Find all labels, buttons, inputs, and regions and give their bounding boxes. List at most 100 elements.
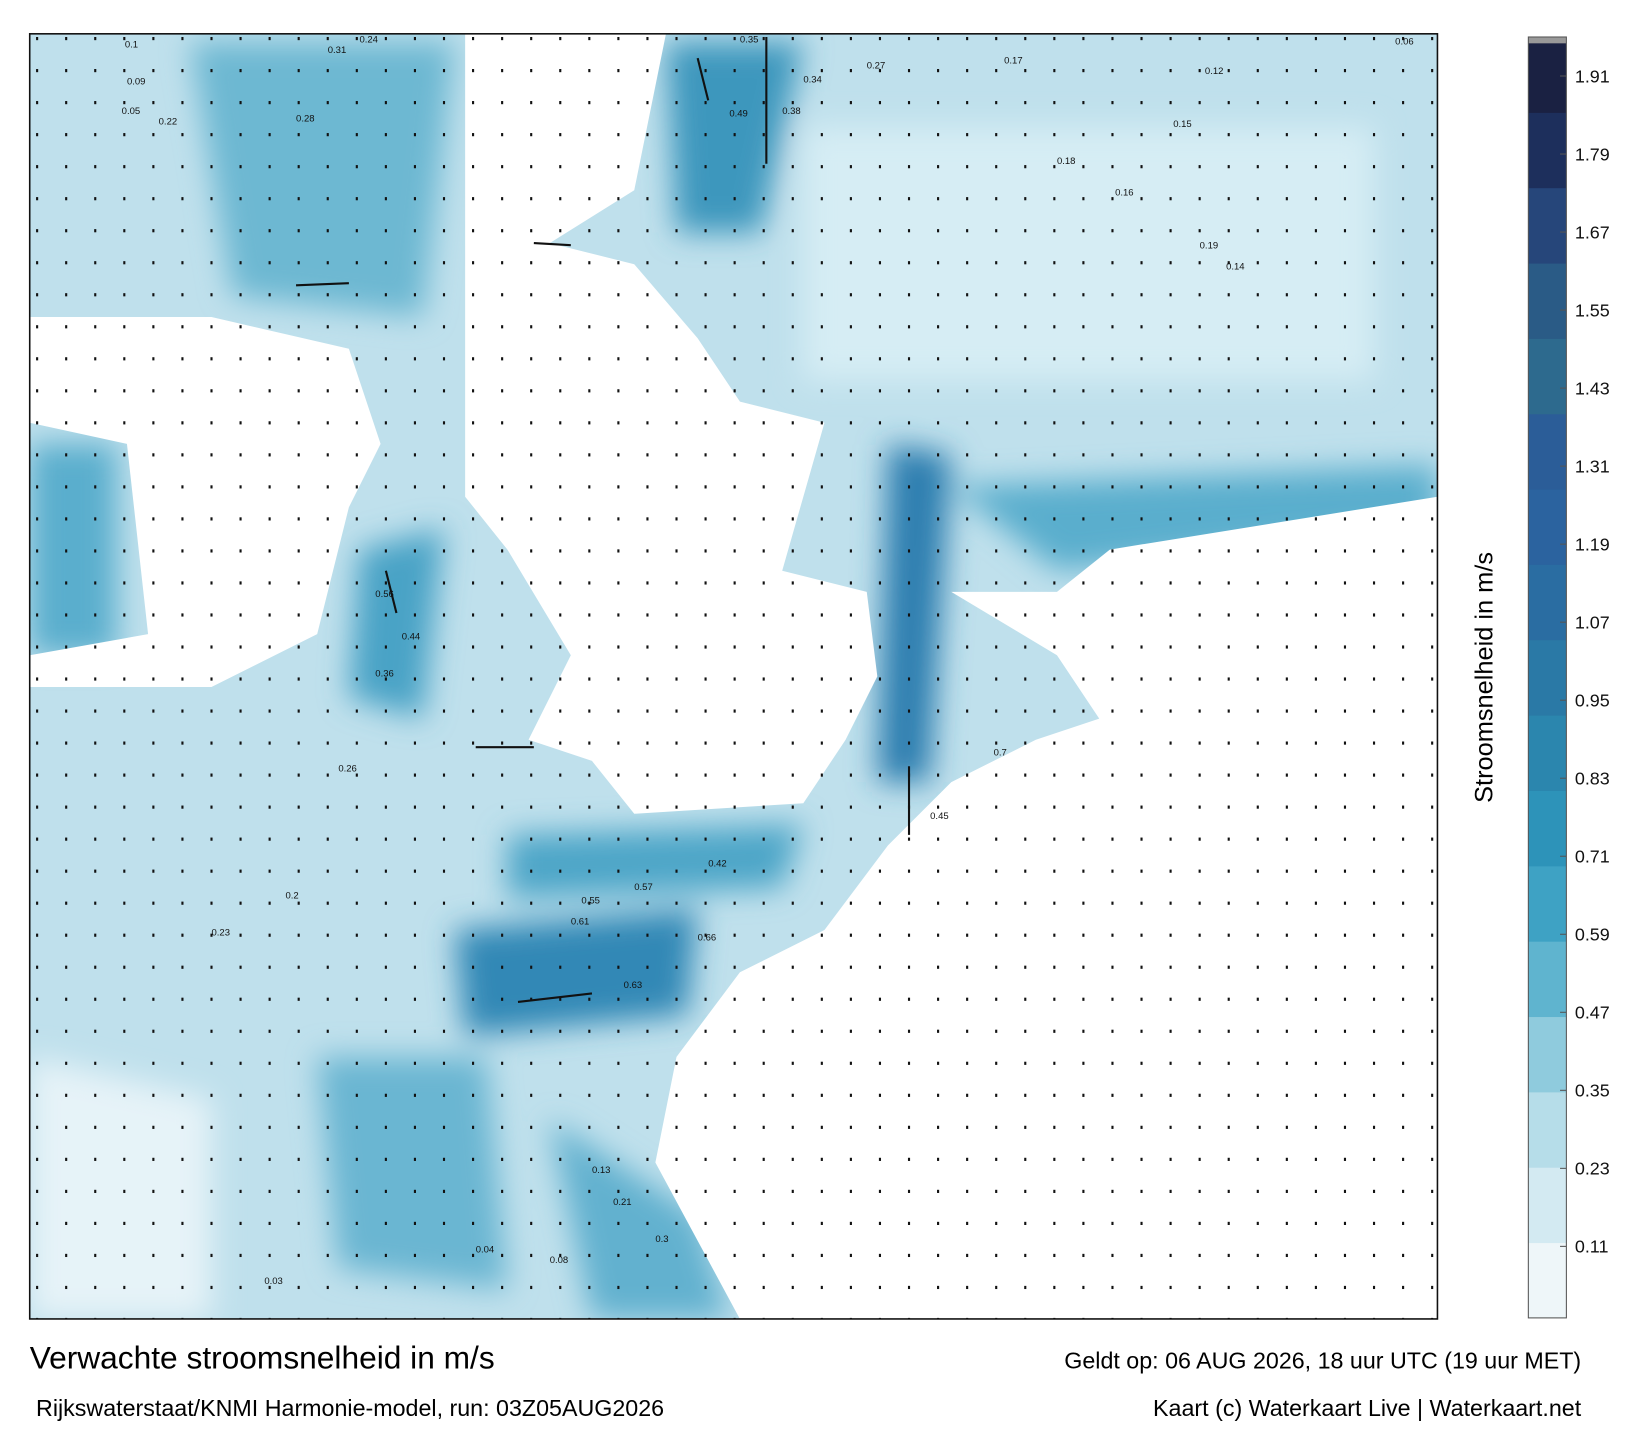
vector-dot bbox=[123, 741, 126, 745]
vector-dot bbox=[181, 453, 184, 457]
vector-dot bbox=[704, 453, 707, 457]
vector-dot bbox=[1053, 293, 1056, 297]
vector-dot bbox=[704, 421, 707, 425]
vector-dot bbox=[123, 197, 126, 201]
vector-dot bbox=[1372, 229, 1376, 233]
vector-dot bbox=[413, 1061, 416, 1065]
vector-dot bbox=[297, 1221, 300, 1225]
vector-dot bbox=[588, 1253, 591, 1258]
vector-dot bbox=[1024, 325, 1027, 329]
vector-dot bbox=[1256, 869, 1259, 873]
vector-dot bbox=[530, 517, 533, 521]
vector-dot bbox=[966, 293, 969, 297]
colorbar-band bbox=[1528, 564, 1567, 641]
vector-dot bbox=[1111, 101, 1114, 105]
vector-dot bbox=[1140, 837, 1143, 841]
vector-dot bbox=[1082, 709, 1085, 713]
vector-dot bbox=[878, 1029, 882, 1033]
vector-dot bbox=[820, 869, 823, 873]
vector-dot bbox=[210, 69, 213, 73]
vector-dot bbox=[791, 36, 794, 41]
title: Verwachte stroomsnelheid in m/s bbox=[30, 1340, 495, 1376]
vector-dot bbox=[704, 1061, 707, 1065]
vector-dot bbox=[1053, 901, 1056, 905]
vector-dot bbox=[94, 933, 97, 937]
vector-dot bbox=[820, 901, 823, 905]
vector-dot bbox=[907, 229, 911, 233]
vector-dot bbox=[65, 517, 68, 521]
vector-dot bbox=[326, 453, 329, 457]
speed-label: 0.66 bbox=[698, 933, 717, 944]
vector-dot bbox=[355, 101, 358, 105]
vector-dot bbox=[1140, 1029, 1143, 1033]
vector-dot bbox=[791, 133, 794, 137]
vector-dot bbox=[1111, 389, 1114, 393]
vector-dot bbox=[442, 613, 446, 617]
vector-dot bbox=[413, 709, 416, 713]
vector-dot bbox=[472, 613, 475, 617]
vector-dot bbox=[326, 965, 329, 969]
vector-dot bbox=[791, 1061, 794, 1065]
vector-dot bbox=[937, 901, 940, 905]
vector-dot bbox=[326, 1093, 329, 1097]
vector-dot bbox=[1111, 677, 1114, 681]
vector-dot bbox=[588, 101, 591, 105]
vector-dot bbox=[1227, 1125, 1230, 1129]
vector-dot bbox=[181, 1093, 184, 1097]
colorbar-tick-label: 1.79 bbox=[1575, 144, 1610, 164]
vector-dot bbox=[326, 901, 329, 905]
vector-dot bbox=[646, 1285, 649, 1290]
vector-dot bbox=[995, 581, 998, 585]
speed-label: 0.55 bbox=[581, 896, 600, 907]
vector-dot bbox=[1024, 1029, 1027, 1033]
vector-dot bbox=[181, 1029, 184, 1033]
vector-dot bbox=[413, 1125, 416, 1129]
vector-dot bbox=[762, 517, 765, 521]
vector-dot bbox=[152, 1253, 155, 1258]
vector-dot bbox=[559, 1093, 562, 1097]
vector-dot bbox=[995, 741, 998, 745]
vector-dot bbox=[1053, 69, 1056, 73]
vector-dot bbox=[1024, 293, 1027, 297]
vector-dot bbox=[123, 453, 126, 457]
vector-dot bbox=[472, 1253, 475, 1258]
vector-dot bbox=[937, 389, 940, 393]
vector-dot bbox=[1227, 197, 1230, 201]
vector-dot bbox=[1169, 229, 1172, 233]
vector-dot bbox=[1431, 485, 1434, 489]
vector-dot bbox=[210, 1029, 213, 1033]
vector-dot bbox=[384, 549, 387, 553]
vector-dot bbox=[297, 229, 300, 233]
vector-dot bbox=[646, 36, 649, 41]
vector-dot bbox=[181, 517, 184, 521]
vector-dot bbox=[907, 389, 911, 393]
vector-dot bbox=[1402, 645, 1405, 649]
vector-dot bbox=[937, 613, 940, 617]
vector-dot bbox=[559, 581, 562, 585]
vector-dot bbox=[355, 325, 358, 329]
vector-dot bbox=[123, 869, 126, 873]
vector-dot bbox=[791, 837, 794, 841]
vector-dot bbox=[442, 197, 446, 201]
vector-dot bbox=[297, 485, 300, 489]
vector-dot bbox=[297, 613, 300, 617]
vector-dot bbox=[152, 69, 155, 73]
vector-dot bbox=[1343, 261, 1347, 265]
vector-dot bbox=[501, 1253, 504, 1258]
colorbar-tick-label: 1.31 bbox=[1575, 456, 1610, 476]
vector-dot bbox=[152, 837, 155, 841]
vector-dot bbox=[995, 293, 998, 297]
vector-dot bbox=[704, 1253, 707, 1258]
vector-dot bbox=[355, 36, 358, 41]
vector-dot bbox=[791, 677, 794, 681]
vector-dot bbox=[849, 517, 852, 521]
vector-dot bbox=[966, 101, 969, 105]
vector-dot bbox=[297, 1061, 300, 1065]
vector-dot bbox=[181, 677, 184, 681]
vector-dot bbox=[559, 549, 562, 553]
vector-dot bbox=[820, 581, 823, 585]
vector-dot bbox=[1227, 421, 1230, 425]
vector-dot bbox=[297, 773, 300, 777]
vector-dot bbox=[1169, 805, 1172, 809]
vector-dot bbox=[384, 165, 387, 169]
